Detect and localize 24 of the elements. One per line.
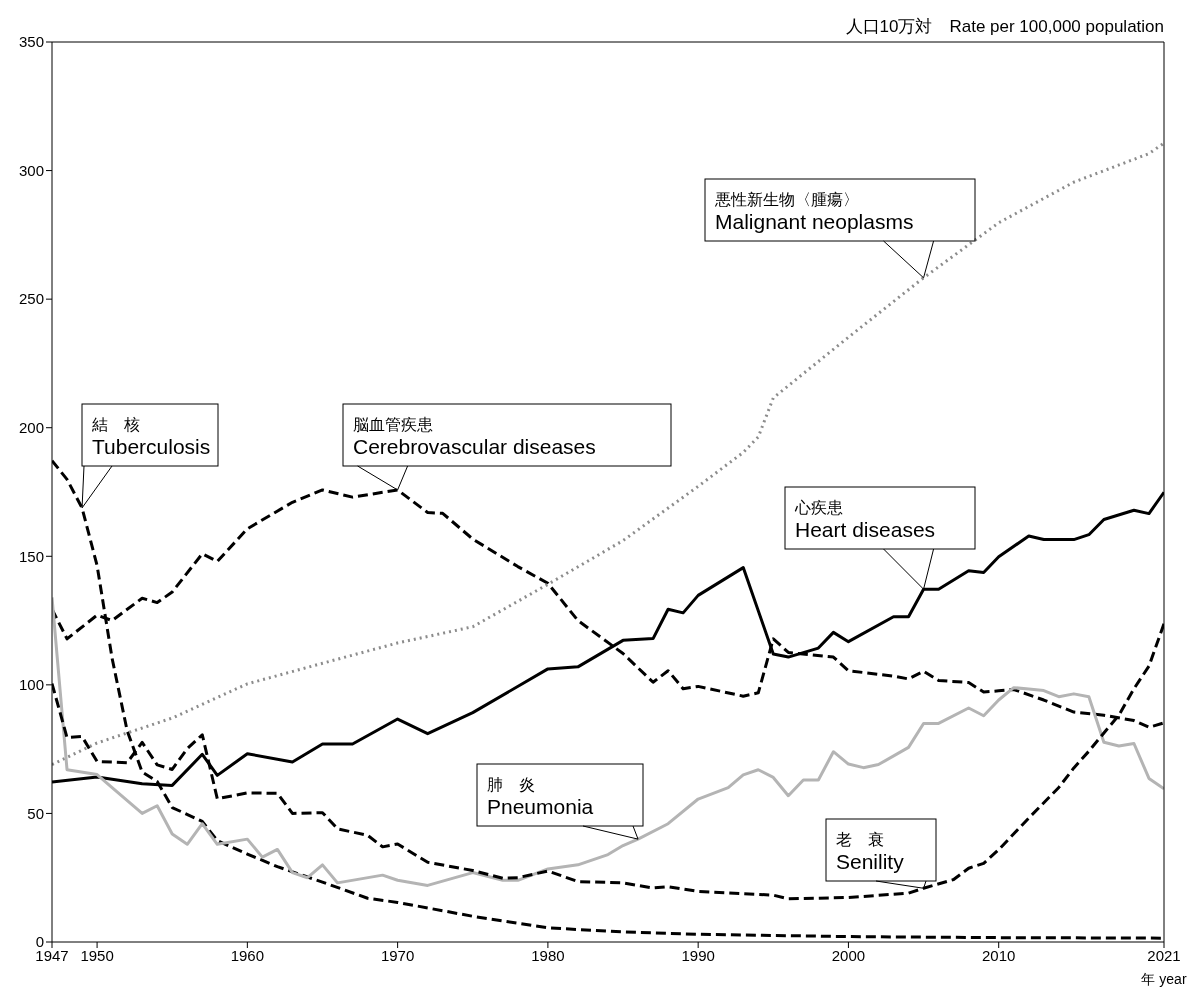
x-tick-label: 2010	[982, 946, 1016, 964]
x-tick-label: 1950	[80, 946, 114, 964]
y-tick-label: 200	[18, 419, 44, 437]
y-tick-label: 350	[18, 33, 44, 51]
y-tick-label: 50	[27, 804, 44, 822]
text: 心疾患 Heart diseases	[794, 499, 936, 541]
x-tick-label: 2000	[831, 946, 866, 964]
x-tick-label: 1980	[531, 946, 565, 964]
series-label: 脳血管疾患 Cerebrovascular diseases	[353, 416, 596, 458]
y-tick-label: 100	[18, 676, 44, 694]
y-tick-label: 150	[18, 547, 44, 565]
x-tick-label: 2021	[1147, 946, 1181, 964]
series-label: 老 衰 Senility	[836, 831, 905, 873]
y-tick-label: 300	[18, 161, 44, 179]
text: 悪性新生物〈腫瘍〉 Malignant neoplasms	[714, 191, 914, 233]
x-axis-title: 年 year	[1141, 971, 1187, 987]
series-label: 肺 炎 Pneumonia	[487, 776, 594, 818]
x-tick-label: 1970	[380, 946, 415, 964]
line-series	[52, 141, 1164, 767]
x-tick-label: 1990	[681, 946, 715, 964]
y-axis-title: 人口10万対 Rate per 100,000 population	[845, 17, 1164, 36]
x-tick-label: 1960	[230, 946, 265, 964]
y-tick-label: 250	[18, 290, 44, 308]
series-label: 結 核 Tuberculosis	[91, 416, 211, 458]
